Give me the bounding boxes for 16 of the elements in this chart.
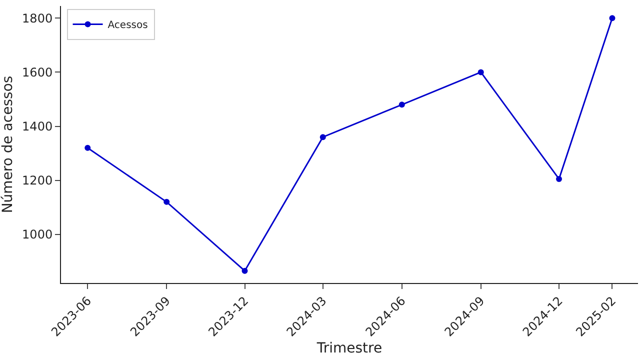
y-tick-label: 1600 xyxy=(22,65,53,80)
legend-label: Acessos xyxy=(108,20,148,32)
point xyxy=(398,102,405,108)
y-tick-label: 1200 xyxy=(22,174,53,188)
y-tick-label: 1400 xyxy=(22,119,53,134)
point xyxy=(242,268,248,274)
point xyxy=(478,69,484,76)
x-axis-title: Trimestre xyxy=(316,340,382,357)
point xyxy=(84,144,91,151)
point xyxy=(164,198,170,205)
point xyxy=(320,134,326,140)
y-tick-label: 1000 xyxy=(22,228,53,242)
y-tick-label: 1800 xyxy=(22,11,53,26)
point xyxy=(609,15,616,22)
y-axis-title: Número de acessos xyxy=(0,76,16,214)
point xyxy=(556,176,562,182)
